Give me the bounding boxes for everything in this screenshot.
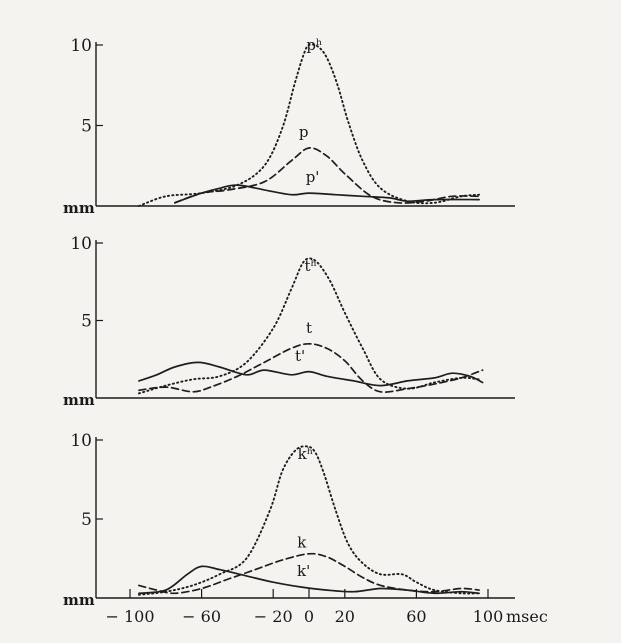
- y-tick-label: 5: [81, 117, 92, 137]
- series-line-kh: [137, 445, 481, 596]
- y-unit-label: mm: [63, 391, 95, 409]
- x-tick-label: 20: [335, 607, 355, 626]
- y-tick-label: 5: [81, 312, 92, 332]
- x-tick-label: 60: [406, 607, 426, 626]
- y-tick-label: 10: [70, 234, 92, 254]
- x-axis-label: msec: [506, 607, 548, 626]
- series-label-kh: kʰ: [298, 445, 314, 463]
- x-tick-label: 0: [304, 607, 314, 626]
- y-unit-label: mm: [63, 199, 95, 217]
- series-label-p-prime: p': [306, 168, 320, 186]
- series-label-ph: pʰ: [306, 36, 322, 54]
- x-tick-label: − 60: [182, 607, 221, 626]
- series-line-p: [173, 147, 480, 204]
- series-line-p-prime: [173, 184, 480, 204]
- series-label-p: p: [299, 123, 309, 141]
- series-label-k-prime: k': [297, 562, 310, 580]
- series-line-t-prime: [138, 361, 484, 387]
- series-label-k: k: [297, 533, 307, 551]
- panel-t: 10 5 mm tʰ tt': [63, 234, 515, 409]
- x-tick-label: − 100: [105, 607, 154, 626]
- series-label-t: t: [306, 319, 312, 337]
- series-label-t-prime: t': [295, 347, 305, 365]
- x-tick-label: 100: [473, 607, 504, 626]
- y-tick-label: 10: [70, 431, 92, 451]
- series-line-k-prime: [138, 565, 480, 595]
- y-unit-label: mm: [63, 591, 95, 609]
- series-label-th: tʰ: [305, 257, 318, 275]
- y-tick-label: 10: [70, 36, 92, 56]
- y-tick-label: 5: [81, 510, 92, 530]
- x-tick-label: − 20: [254, 607, 293, 626]
- panel-p: 10 5 mm pʰ p p': [63, 36, 515, 217]
- panel-k: 10 5 mm − 100 − 60 − 20 0 20 60 100 msec kʰ k k': [63, 431, 548, 626]
- series-line-t: [138, 342, 484, 393]
